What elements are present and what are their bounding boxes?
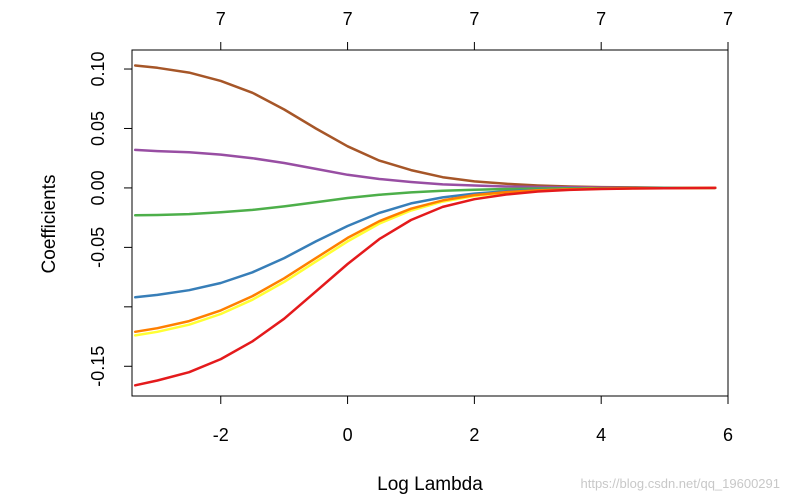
x-tick-label: 2: [469, 425, 479, 445]
series-line: [133, 64, 717, 190]
series-line: [133, 186, 717, 334]
top-tick-label: 7: [469, 9, 479, 29]
x-tick-label: 4: [596, 425, 606, 445]
top-tick-label: 7: [216, 9, 226, 29]
series-layer: [133, 64, 717, 387]
y-tick-label: 0.00: [88, 170, 108, 205]
x-tick-label: 6: [723, 425, 733, 445]
y-tick-label: -0.05: [88, 227, 108, 268]
top-tick-label: 7: [343, 9, 353, 29]
y-tick-label: 0.05: [88, 111, 108, 146]
y-axis: 0.10 0.05 0.00 -0.05 -0.15: [88, 52, 133, 387]
y-tick-label: -0.15: [88, 346, 108, 387]
x-axis: -2 0 2 4 6: [213, 395, 733, 445]
series-line: [133, 148, 717, 190]
series-line: [133, 186, 717, 387]
x-tick-label: 0: [343, 425, 353, 445]
top-tick-label: 7: [723, 9, 733, 29]
x-tick-label: -2: [213, 425, 229, 445]
plot-frame: [131, 49, 729, 397]
series-line: [133, 186, 717, 337]
y-tick-label: 0.10: [88, 52, 108, 87]
y-axis-title: Coefficients: [39, 175, 60, 274]
watermark-text: https://blog.csdn.net/qq_19600291: [581, 476, 781, 491]
x-axis-title: Log Lambda: [377, 474, 483, 495]
top-axis: 7 7 7 7 7: [216, 9, 733, 51]
top-tick-label: 7: [596, 9, 606, 29]
